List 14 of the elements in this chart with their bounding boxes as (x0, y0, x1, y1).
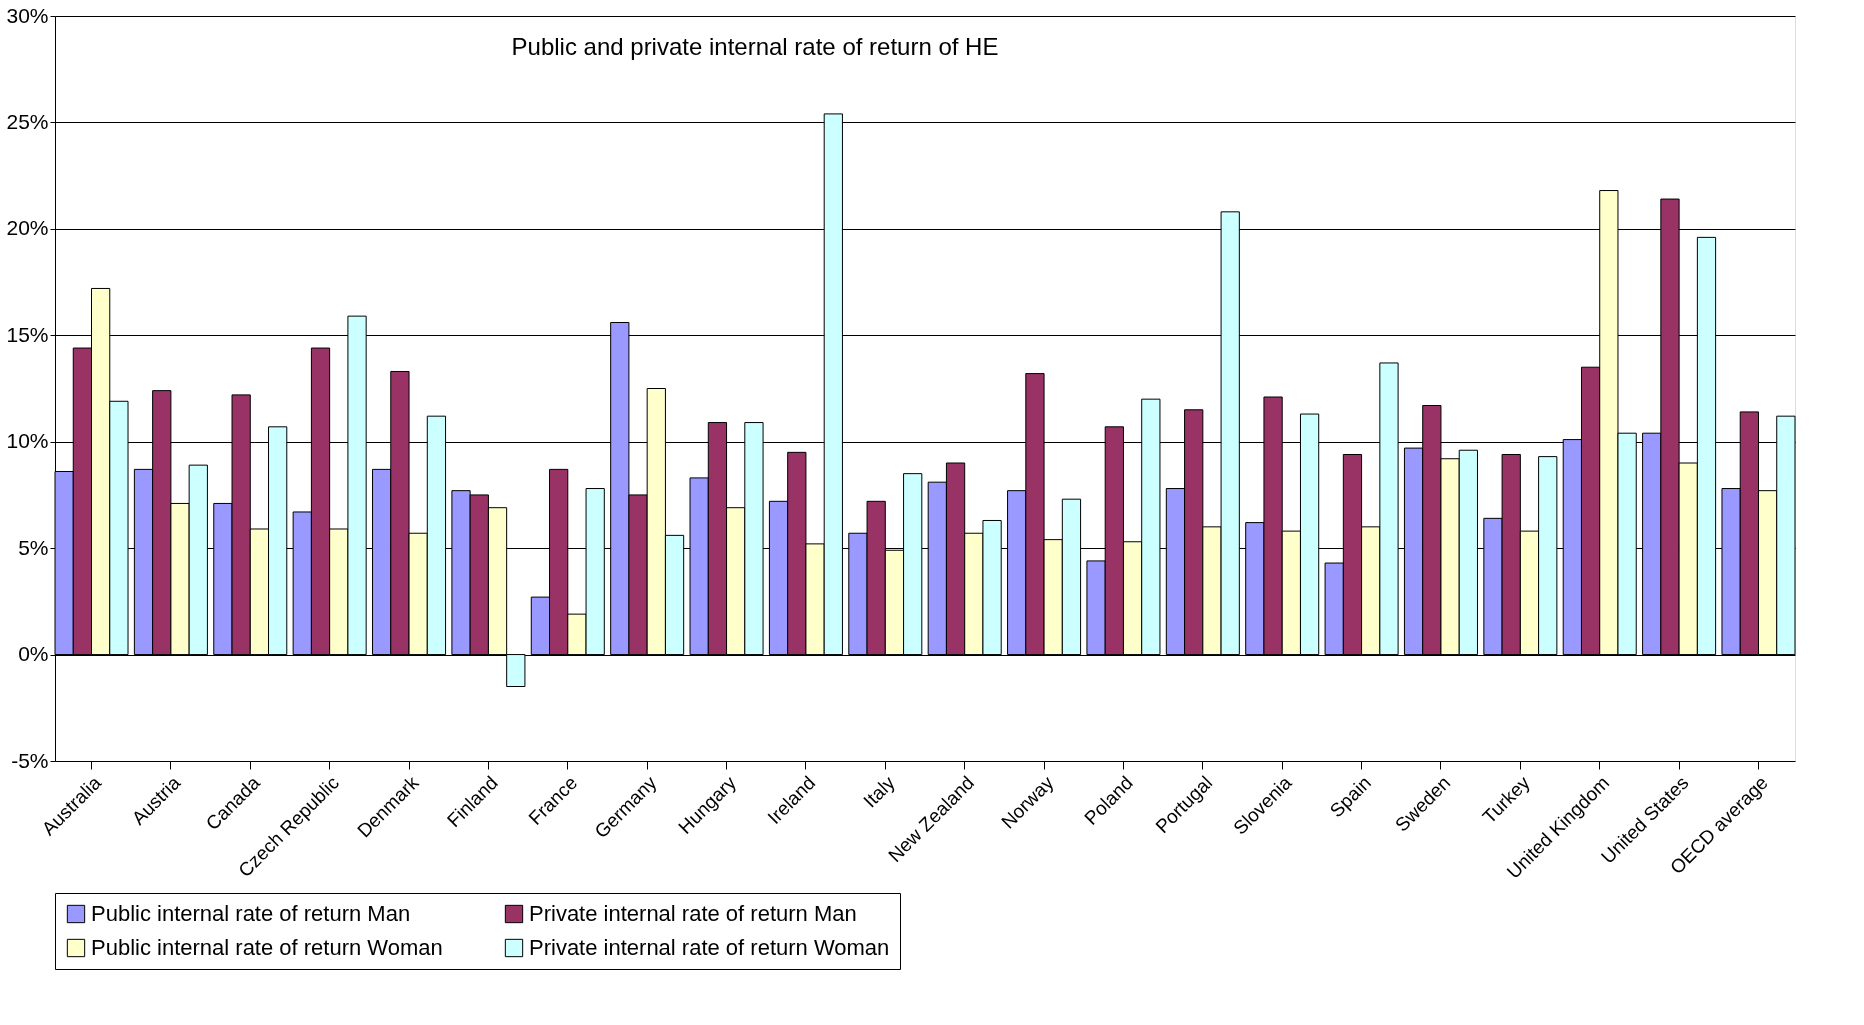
y-tick-label: 0% (18, 642, 49, 666)
legend-label: Private internal rate of return Man (529, 901, 857, 926)
y-tick-label: 25% (6, 109, 49, 133)
text: Public and private internal rate of return of HE (511, 33, 999, 60)
y-tick-label: 15% (6, 322, 49, 346)
legend-label: Public internal rate of return Woman (91, 935, 443, 960)
y-tick-label: 5% (18, 535, 49, 559)
legend-label: Private internal rate of return Woman (529, 935, 890, 960)
y-tick-label: 10% (6, 429, 49, 453)
legend-label: Public internal rate of return Man (91, 901, 411, 926)
y-tick-label: 20% (6, 216, 49, 240)
x-tick-label: Italy (859, 771, 900, 812)
y-tick-label: -5% (11, 748, 49, 772)
y-tick-label: 30% (6, 3, 49, 27)
